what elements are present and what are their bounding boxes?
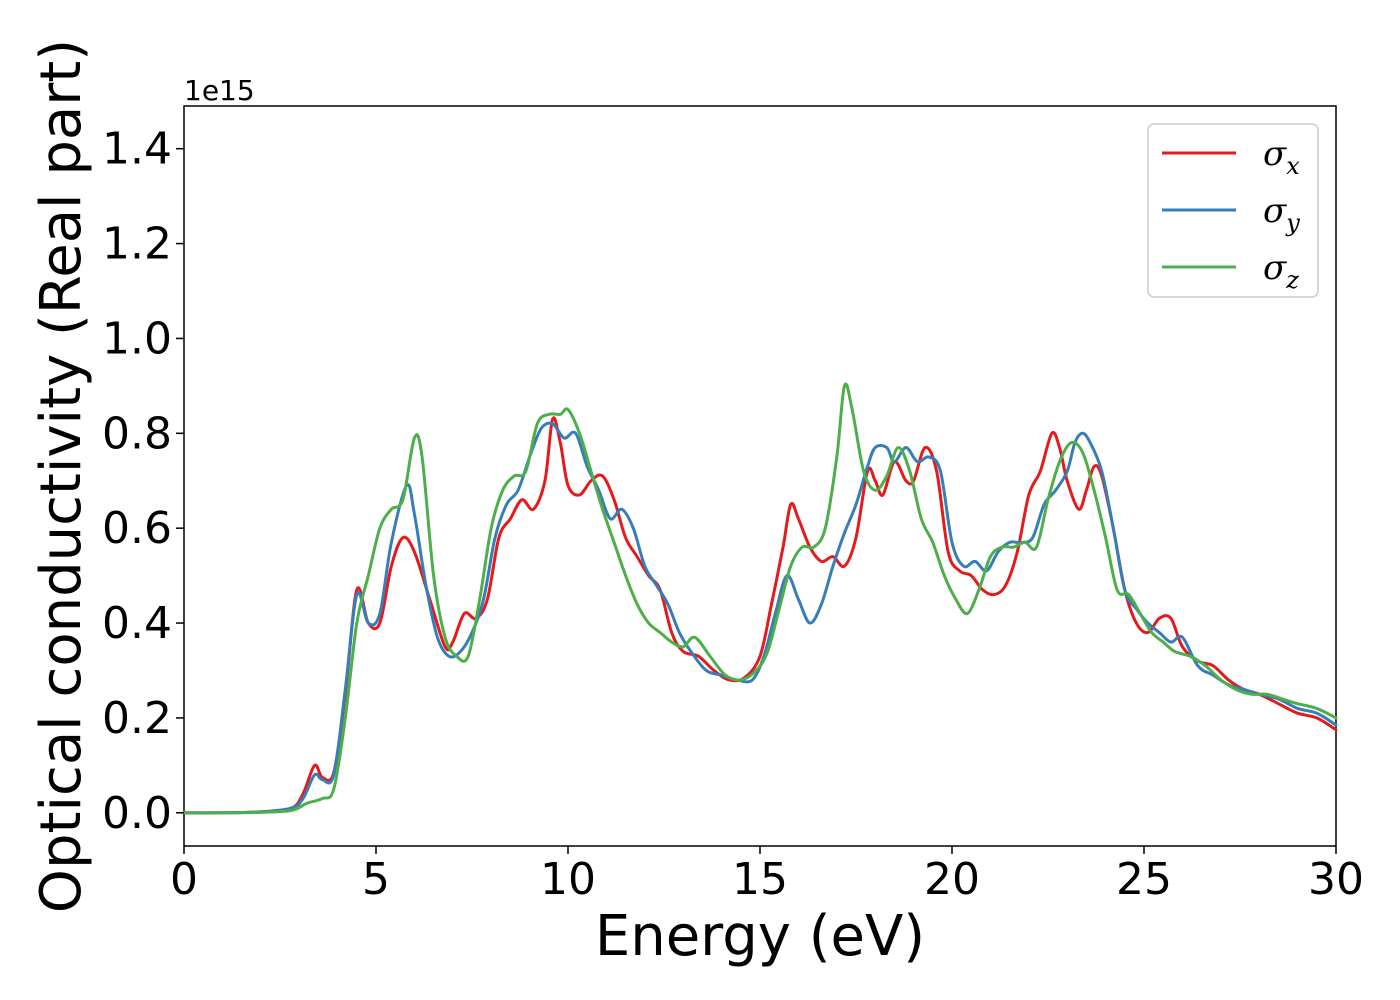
x-tick-label-2: 10 — [540, 854, 596, 905]
legend-symbol-x: σ — [1263, 134, 1287, 174]
y-tick-label-6: 1.2 — [102, 219, 172, 270]
x-tick-label-0: 0 — [170, 854, 198, 905]
legend-subscript-y: y — [1285, 209, 1300, 237]
legend-label-y: σy — [1263, 191, 1300, 237]
y-tick-label-5: 1.0 — [102, 313, 172, 364]
legend-label-z: σz — [1263, 248, 1299, 294]
y-tick-label-7: 1.4 — [102, 124, 172, 175]
y-axis-label: Optical conductivity (Real part) — [29, 39, 94, 913]
series-line-y — [182, 421, 1338, 815]
legend-subscript-x: x — [1286, 152, 1300, 180]
legend-label-x: σx — [1263, 134, 1300, 180]
legend-symbol-z: σ — [1263, 248, 1287, 288]
x-tick-label-1: 5 — [362, 854, 390, 905]
x-tick-label-3: 15 — [732, 854, 788, 905]
series-layer — [182, 382, 1338, 815]
y-tick-label-4: 0.8 — [102, 408, 172, 459]
y-tick-label-1: 0.2 — [102, 693, 172, 744]
y-axis: 0.0 0.2 0.4 0.6 0.8 1.0 1.2 1.4 — [102, 124, 184, 839]
x-tick-label-5: 25 — [1116, 854, 1172, 905]
x-tick-label-4: 20 — [924, 854, 980, 905]
x-axis-label: Energy (eV) — [595, 904, 925, 969]
x-axis: 0 5 10 15 20 25 30 — [170, 846, 1364, 905]
y-tick-label-3: 0.6 — [102, 503, 172, 554]
series-line-z — [182, 382, 1338, 815]
y-offset-label: 1e15 — [184, 74, 255, 107]
y-tick-label-2: 0.4 — [102, 598, 172, 649]
legend-subscript-z: z — [1285, 266, 1299, 294]
x-tick-label-6: 30 — [1308, 854, 1364, 905]
y-tick-label-0: 0.0 — [102, 788, 172, 839]
legend-symbol-y: σ — [1263, 191, 1287, 231]
